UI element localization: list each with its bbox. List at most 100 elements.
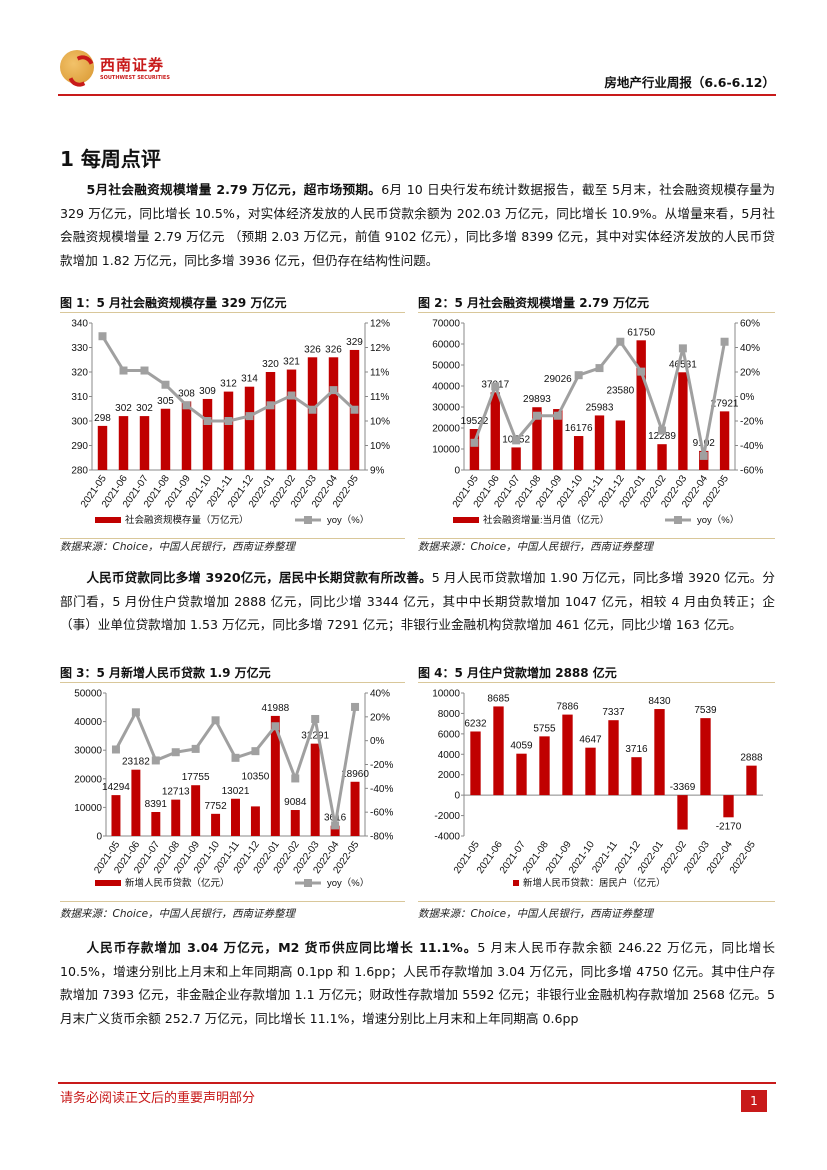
- yoy-marker: [331, 821, 340, 830]
- bar: [202, 398, 213, 470]
- yoy-marker: [231, 753, 240, 762]
- bar: [350, 781, 360, 836]
- data-label: -2170: [716, 821, 742, 832]
- figure-3-panel: 0 10000 20000 30000 40000 50000 -80% -60% -40% -2…: [60, 682, 405, 902]
- y2-tick-label: 20%: [370, 712, 390, 723]
- legend-bar-swatch: [95, 517, 121, 523]
- data-label: 61750: [627, 327, 655, 338]
- figure-1-title: 图 1：5 月社会融资规模存量 329 万亿元: [60, 296, 287, 310]
- figure-3-chart: 0 10000 20000 30000 40000 50000 -80% -60% -40% -2…: [74, 689, 393, 890]
- yoy-marker: [245, 412, 254, 421]
- yoy-marker: [251, 747, 260, 756]
- bar: [97, 425, 108, 470]
- bar: [654, 709, 665, 796]
- yoy-marker: [699, 451, 708, 460]
- data-label: 23182: [122, 757, 150, 768]
- legend-label: 社会融资增量:当月值（亿元）: [483, 514, 609, 526]
- legend-label: yoy（%）: [697, 514, 739, 526]
- bar: [286, 369, 297, 470]
- bar: [746, 765, 757, 796]
- data-label: 18960: [341, 769, 369, 780]
- page-number: 1: [741, 1090, 767, 1112]
- data-label: 27921: [711, 398, 739, 409]
- bar: [191, 785, 201, 836]
- data-label: 7752: [204, 801, 227, 812]
- data-label: 8391: [145, 799, 168, 810]
- paragraph-lead: 人民币贷款同比多增 3920亿元，居民中长期贷款有所改善。: [86, 570, 432, 585]
- legend-line-marker: [304, 516, 312, 524]
- data-label: 7886: [556, 702, 579, 713]
- legend-label: 新增人民币贷款：居民户（亿元）: [523, 877, 666, 889]
- data-label: 329: [346, 337, 363, 348]
- y-tick-label: 20000: [74, 774, 102, 785]
- y2-tick-label: 9%: [370, 466, 385, 477]
- y-tick-label: 30000: [432, 403, 460, 414]
- bar: [131, 769, 141, 836]
- paragraph-rmb-loans: 人民币贷款同比多增 3920亿元，居民中长期贷款有所改善。5 月人民币贷款增加 …: [60, 566, 775, 637]
- y2-tick-label: -20%: [370, 760, 393, 771]
- yoy-marker: [637, 367, 646, 376]
- data-label: 9102: [693, 438, 716, 449]
- y-tick-label: 8000: [438, 709, 461, 720]
- y-tick-label: 30000: [74, 746, 102, 757]
- legend-bar-swatch: [95, 880, 121, 886]
- bar: [211, 813, 221, 836]
- bar: [231, 798, 240, 836]
- yoy-marker: [266, 401, 275, 410]
- data-label: 46531: [669, 359, 697, 370]
- data-label: 326: [325, 344, 342, 355]
- y-tick-label: 320: [71, 368, 88, 379]
- data-label: 302: [115, 403, 132, 414]
- bar: [678, 372, 688, 470]
- bar: [636, 340, 646, 470]
- bar: [330, 825, 340, 836]
- figure-4-chart: -4000-200002000400060008000100002021-052…: [432, 689, 763, 890]
- figure-4-title: 图 4：5 月住户贷款增加 2888 亿元: [418, 666, 617, 680]
- y-tick-label: 290: [71, 441, 88, 452]
- bar: [723, 795, 734, 818]
- yoy-marker: [311, 714, 320, 723]
- bar: [111, 795, 121, 836]
- bar: [310, 743, 320, 836]
- paragraph-lead: 人民币存款增加 3.04 万亿元，M2 货币供应同比增长 11.1%。: [86, 940, 478, 955]
- data-label: 302: [136, 403, 153, 414]
- bar: [719, 411, 730, 470]
- yoy-marker: [271, 722, 280, 731]
- footer-divider: [58, 1082, 776, 1084]
- y2-tick-label: 12%: [370, 343, 390, 354]
- bar: [608, 720, 619, 796]
- yoy-marker: [308, 405, 317, 414]
- bar: [553, 409, 563, 470]
- y2-tick-label: -80%: [370, 832, 393, 843]
- data-label: 14294: [102, 782, 130, 793]
- figure-1-panel: 280 290 300 310 320 330 340 9% 10% 10% 11% 11% 12% 12…: [60, 312, 405, 539]
- figure-2-chart: 0 10000 20000 30000 40000 50000 60000 70000 -60%…: [432, 319, 763, 527]
- y-tick-label: 60000: [432, 340, 460, 351]
- data-label: 4647: [579, 735, 602, 746]
- data-label: 29026: [544, 374, 572, 385]
- yoy-marker: [224, 417, 233, 425]
- bar: [171, 799, 181, 836]
- yoy-marker: [119, 366, 128, 375]
- y-tick-label: 2000: [438, 770, 461, 781]
- data-label: 314: [241, 374, 258, 385]
- yoy-marker: [574, 371, 583, 380]
- bar: [699, 450, 709, 470]
- data-label: 8685: [487, 693, 510, 704]
- bar: [539, 736, 550, 796]
- bar: [516, 753, 527, 796]
- legend-label: 新增人民币贷款（亿元）: [125, 877, 230, 889]
- legend-line-marker: [674, 516, 682, 524]
- paragraph-deposits-m2: 人民币存款增加 3.04 万亿元，M2 货币供应同比增长 11.1%。5 月末人…: [60, 936, 775, 1030]
- data-label: 12289: [648, 431, 676, 442]
- bar: [490, 392, 500, 470]
- figure-3-source: 数据来源：Choice，中国人民银行，西南证券整理: [60, 908, 296, 920]
- y-tick-label: 300: [71, 417, 88, 428]
- yoy-marker: [131, 708, 140, 717]
- y2-tick-label: -40%: [740, 441, 763, 452]
- data-label: 308: [178, 388, 195, 399]
- y2-tick-label: -60%: [740, 466, 763, 477]
- y-tick-label: -2000: [434, 811, 460, 822]
- data-label: 7337: [602, 707, 625, 718]
